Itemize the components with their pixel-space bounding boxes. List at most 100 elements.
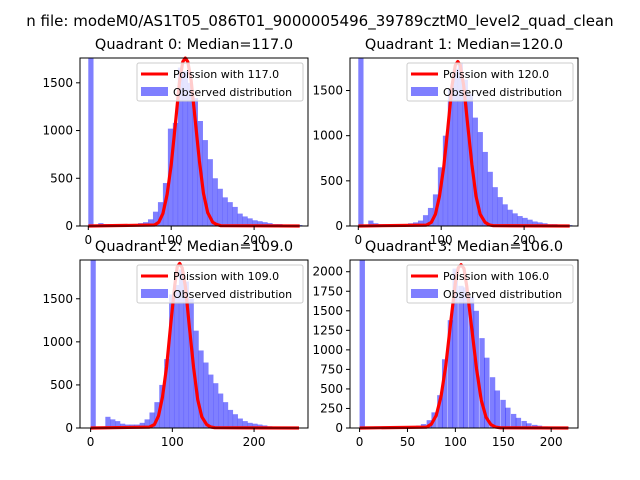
hist-bar [115,421,121,428]
legend-hist-swatch [141,87,168,96]
hist-bar [510,413,517,428]
hist-bar [208,374,214,428]
hist-bar [447,320,454,428]
hist-bar [252,423,258,428]
hist-bar [512,213,518,226]
hist-bar [522,217,528,226]
hist-bar [497,197,503,226]
x-tick-label: 200 [243,435,266,449]
hist-bar [457,63,464,226]
hist-bar [521,420,527,428]
hist-bar [494,390,501,428]
hist-bar [120,423,126,428]
hist-bar [477,132,483,226]
legend: Poission with 109.0 Observed distribution [136,264,304,304]
hist-bar [452,268,458,428]
hist-bar [173,284,180,428]
hist-bar [188,298,194,428]
histogram-bars [359,260,569,428]
hist-bar [417,220,424,226]
y-tick-label: 1000 [312,343,343,357]
hist-bar [437,395,443,428]
hist-bar [262,222,268,226]
x-tick-label: 200 [513,233,536,247]
legend-hist-swatch [141,289,168,298]
hist-bar [472,117,478,226]
hist-bar [232,414,238,428]
hist-bar [458,285,464,428]
hist-bar [144,419,150,428]
hist-bar [154,402,160,428]
hist-bar [502,204,508,226]
hist-bar [441,359,448,428]
legend-box [406,62,574,102]
hist-bar [427,207,434,226]
figure-suptitle: n file: modeM0/AS1T05_086T01_9000005496_… [26,12,613,31]
y-tick-label: 1500 [42,76,73,90]
y-tick-label: 1500 [312,84,343,98]
hist-bar [515,417,522,428]
hist-bar [152,211,159,226]
x-tick-label: 150 [492,435,515,449]
hist-bar [484,357,490,428]
subplot-1: Quadrant 1: Median=120.0 0 100 200 0 500 1000 1… [312,37,579,247]
legend-label-poisson: Poission with 120.0 [443,68,549,81]
legend-box [136,264,304,304]
hist-bar [468,296,475,428]
hist-bar [237,418,243,428]
y-tick-label: 1500 [312,304,343,318]
axes-frame [349,259,579,429]
hist-bar [442,135,449,226]
x-tick-label: 0 [354,233,362,247]
poisson-line [88,56,300,228]
hist-bar [526,423,532,428]
y-tick-label: 0 [335,421,343,435]
hist-bar [88,58,94,226]
subplot-title: Quadrant 2: Median=109.0 [95,239,293,255]
hist-bar [447,88,454,226]
hist-bar [517,216,523,226]
legend-label-observed: Observed distribution [173,86,292,99]
hist-bar [479,338,485,428]
legend-label-poisson: Poission with 109.0 [173,270,279,283]
hist-bar [222,197,228,226]
axes-frame [349,57,579,227]
hist-bar [223,402,229,428]
subplot-title: Quadrant 3: Median=106.0 [365,239,563,255]
hist-bar [169,294,175,428]
x-tick-label: 100 [160,233,183,247]
y-tick-label: 500 [50,378,73,392]
hist-bar [247,218,253,226]
y-tick-label: 500 [320,382,343,396]
hist-bar [482,151,488,226]
hist-bar [212,178,218,226]
hist-bar [232,206,238,226]
hist-bar [242,216,248,226]
legend: Poission with 117.0 Observed distribution [136,62,304,102]
x-tick-label: 0 [356,435,364,449]
x-tick-label: 0 [87,435,95,449]
hist-bar [242,421,248,428]
y-tick-label: 0 [65,219,73,233]
legend: Poission with 106.0 Observed distribution [406,264,574,304]
x-tick-label: 200 [243,233,266,247]
y-tick-label: 250 [320,401,343,415]
legend-box [136,62,304,102]
hist-bar [452,68,459,226]
hist-bar [500,399,506,428]
y-tick-label: 1750 [312,284,343,298]
hist-bar [489,377,496,428]
hist-bar [218,393,224,428]
hist-bar [202,140,208,226]
x-tick-label: 50 [400,435,415,449]
hist-bar [177,67,184,226]
subplot-2: Quadrant 2: Median=109.0 0 100 200 0 500 1000 1… [42,239,309,449]
x-tick-label: 100 [444,435,467,449]
subplot-title: Quadrant 0: Median=117.0 [95,37,293,53]
subplot-grid: Quadrant 0: Median=117.00 100 200050010001… [42,37,579,449]
y-tick-label: 750 [320,362,343,376]
subplot-title: Quadrant 1: Median=120.0 [365,37,563,53]
hist-bar [110,419,116,428]
hist-bar [207,159,213,226]
